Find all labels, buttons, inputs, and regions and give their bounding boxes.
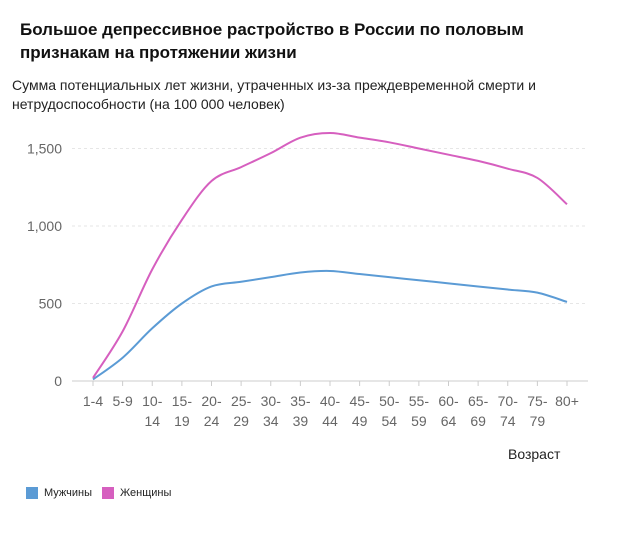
legend-swatch-women (102, 487, 115, 499)
x-tick-label: 60-64 (438, 393, 459, 429)
chart-subtitle: Сумма потенциальных лет жизни, утраченны… (12, 77, 536, 112)
legend-label-women: Женщины (120, 487, 172, 499)
y-tick-label: 500 (39, 296, 63, 312)
x-tick-label: 55-59 (409, 393, 430, 429)
legend-swatch-men (26, 487, 38, 499)
x-tick-label: 1-4 (83, 393, 103, 409)
x-tick-label: 40-44 (320, 393, 341, 429)
x-tick-label: 70-74 (498, 393, 519, 429)
x-tick-label: 65-69 (468, 393, 489, 429)
y-tick-label: 1,000 (27, 218, 62, 234)
x-tick-label: 10-14 (142, 393, 163, 429)
x-tick-label: 50-54 (379, 393, 400, 429)
x-tick-label: 20-24 (201, 393, 222, 429)
series-line-men[interactable] (92, 269, 568, 381)
legend-item-women[interactable]: Женщины (102, 487, 171, 499)
y-tick-label: 1,500 (27, 141, 62, 157)
series-line-women[interactable] (92, 131, 568, 379)
x-tick-label: 15-19 (172, 393, 193, 429)
legend-item-men[interactable]: Мужчины (26, 487, 92, 499)
x-tick-label: 35-39 (290, 393, 311, 429)
legend-label-men: Мужчины (44, 487, 93, 499)
x-tick-label: 45-49 (350, 393, 371, 429)
x-tick-label: 5-9 (113, 393, 133, 409)
x-tick-label: 80+ (555, 393, 579, 409)
y-tick-label: 0 (54, 373, 62, 389)
x-tick-label: 75-79 (527, 393, 548, 429)
x-tick-label: 25-29 (231, 393, 252, 429)
x-axis-label: Возраст (508, 446, 561, 462)
chart-title: Большое депрессивное растройство в Росси… (20, 20, 524, 62)
legend: Мужчины Женщины (26, 487, 181, 499)
x-tick-label: 30-34 (261, 393, 282, 429)
